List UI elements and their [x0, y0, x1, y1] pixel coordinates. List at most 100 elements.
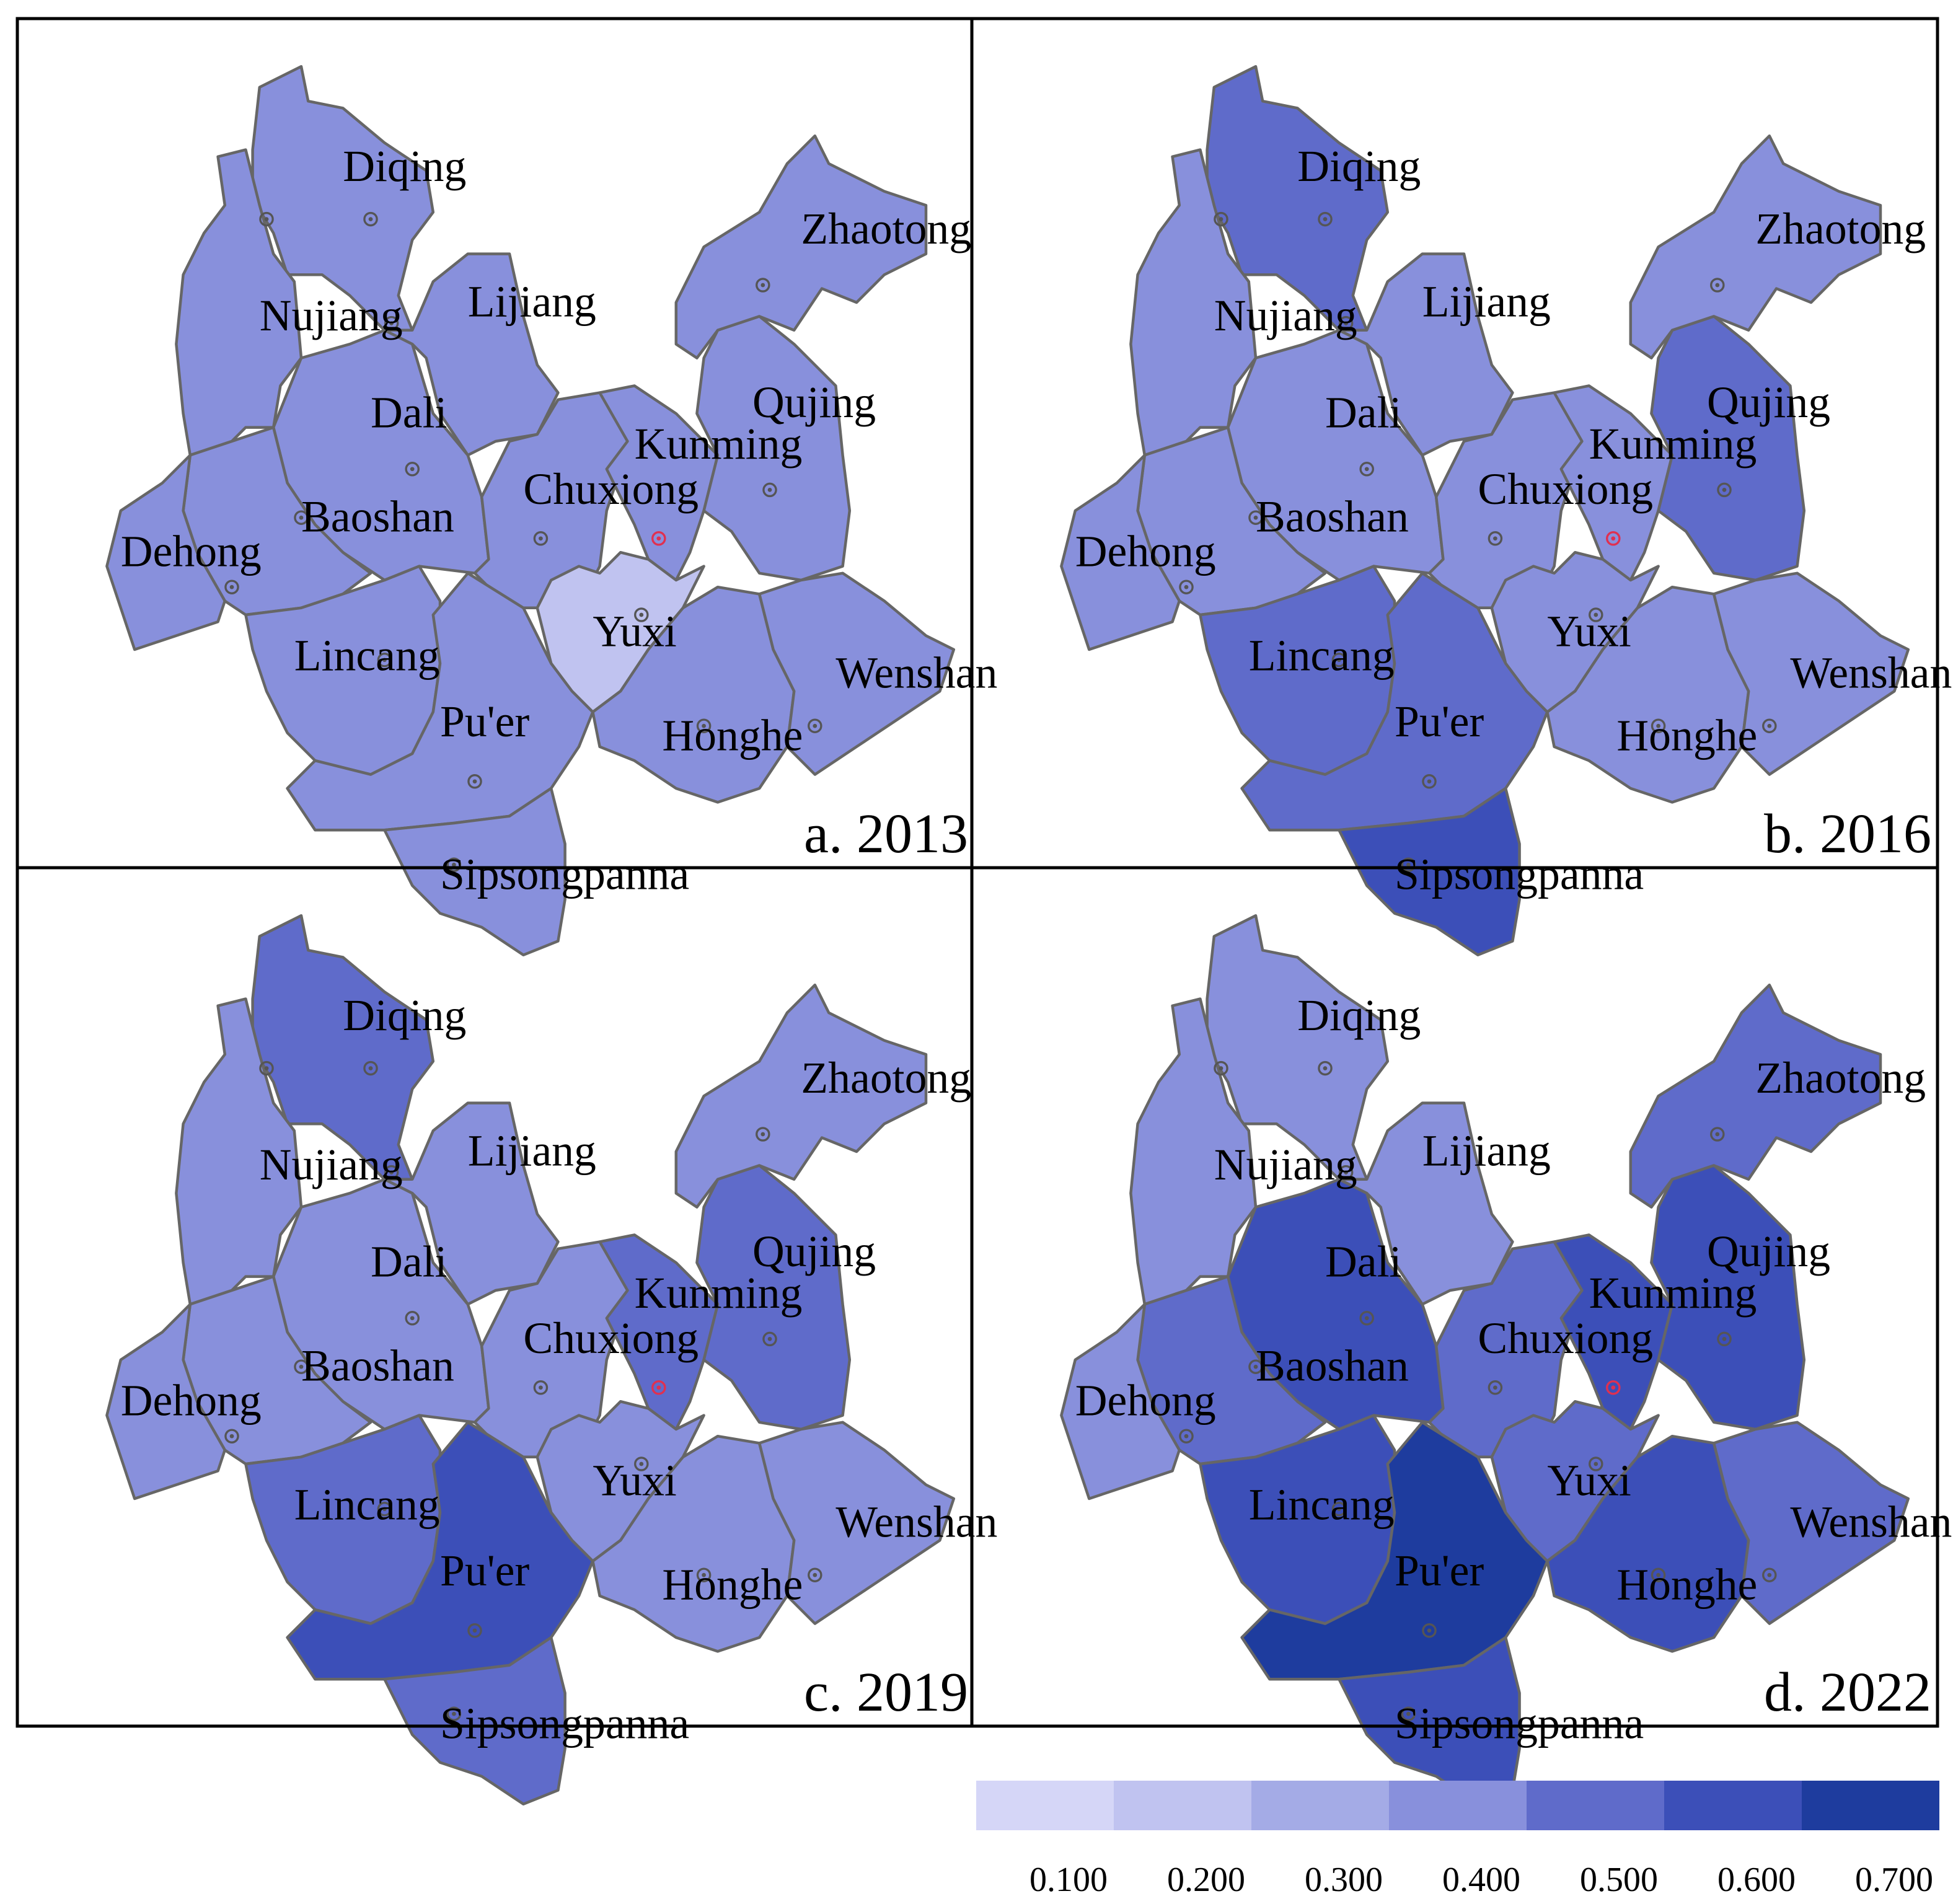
city-marker-icon — [756, 278, 770, 293]
legend-swatch-5 — [1527, 1781, 1664, 1830]
map-panels: Diqing Nujiang Lijiang Dali Baoshan Dehong Lin… — [105, 64, 1952, 1806]
city-marker-icon — [1331, 653, 1347, 668]
city-marker-icon — [696, 718, 712, 733]
city-marker-dot-icon — [1722, 1337, 1727, 1341]
region-label-baoshan: Baoshan — [301, 1341, 454, 1391]
city-marker-icon — [634, 607, 649, 622]
city-marker-icon — [405, 462, 420, 477]
city-marker-icon — [1248, 510, 1263, 525]
region-label-kunming: Kunming — [635, 419, 803, 469]
city-marker-dot-icon — [702, 1572, 706, 1577]
city-marker-icon — [1651, 1567, 1666, 1582]
city-marker-icon — [377, 653, 392, 668]
city-marker-icon — [1422, 1623, 1437, 1638]
city-marker-dot-icon — [382, 1507, 387, 1512]
city-marker-dot-icon — [1715, 283, 1720, 288]
city-marker-dot-icon — [1364, 1316, 1369, 1321]
city-marker-icon — [446, 857, 462, 872]
region-label-honghe: Honghe — [1616, 710, 1757, 760]
region-diqing — [1206, 914, 1390, 1181]
city-marker-icon — [363, 211, 378, 227]
region-label-diqing: Diqing — [343, 990, 466, 1040]
region-label-dali: Dali — [1325, 1237, 1401, 1287]
city-marker-dot-icon — [767, 488, 772, 492]
city-marker-dot-icon — [767, 1337, 772, 1341]
city-marker-dot-icon — [760, 283, 765, 288]
city-marker-dot-icon — [1715, 1132, 1720, 1137]
city-marker-dot-icon — [1406, 862, 1411, 867]
city-marker-dot-icon — [656, 536, 661, 541]
city-marker-icon — [1422, 774, 1437, 789]
panel-frames — [15, 17, 1939, 1728]
region-dehong — [1060, 1303, 1181, 1501]
legend-swatch-1 — [976, 1781, 1114, 1830]
city-marker-dot-icon — [368, 217, 373, 221]
city-marker-icon — [762, 1331, 777, 1347]
region-lijiang — [383, 1101, 560, 1306]
region-label-lincang: Lincang — [1249, 1480, 1395, 1530]
region-label-chuxiong: Chuxiong — [523, 464, 699, 514]
city-marker-dot-icon — [813, 1572, 818, 1577]
city-marker-icon — [1651, 718, 1666, 733]
capital-marker-icon — [651, 1380, 666, 1395]
city-marker-dot-icon — [1219, 1066, 1223, 1070]
city-marker-icon — [1401, 857, 1416, 872]
city-marker-dot-icon — [1364, 467, 1369, 472]
city-marker-dot-icon — [813, 723, 818, 728]
region-diqing — [251, 914, 435, 1181]
city-marker-icon — [1762, 718, 1777, 733]
panel-label: b. 2016 — [1764, 803, 1931, 865]
region-label-zhaotong: Zhaotong — [801, 204, 971, 253]
capital-marker-icon — [651, 531, 666, 546]
city-marker-icon — [1338, 1165, 1354, 1180]
city-marker-icon — [1179, 1429, 1194, 1443]
legend-swatch-2 — [1114, 1781, 1251, 1830]
city-marker-dot-icon — [1427, 1628, 1432, 1633]
map-panel-4: Diqing Nujiang Lijiang Dali Baoshan Dehong Lin… — [1060, 914, 1952, 1806]
region-label-baoshan: Baoshan — [301, 492, 454, 542]
region-nujiang — [1129, 148, 1258, 457]
city-marker-icon — [1179, 580, 1194, 594]
region-label-zhaotong: Zhaotong — [1755, 204, 1926, 253]
region-label-chuxiong: Chuxiong — [1478, 464, 1653, 514]
city-marker-dot-icon — [539, 1385, 543, 1390]
city-marker-icon — [1589, 607, 1603, 622]
city-marker-dot-icon — [1611, 1385, 1616, 1390]
legend-swatch-7 — [1802, 1781, 1939, 1830]
city-marker-dot-icon — [1656, 1572, 1660, 1577]
city-marker-icon — [1762, 1567, 1777, 1582]
region-lijiang — [1338, 1101, 1514, 1306]
region-label-dehong: Dehong — [1075, 527, 1216, 576]
city-marker-icon — [533, 1380, 549, 1395]
legend-tick-label: 0.100 — [1029, 1861, 1108, 1899]
region-label-pu-er: Pu'er — [440, 697, 529, 746]
city-marker-icon — [259, 211, 274, 227]
city-marker-icon — [634, 1457, 649, 1471]
city-marker-dot-icon — [1406, 1711, 1411, 1716]
city-marker-icon — [384, 315, 399, 331]
city-marker-dot-icon — [539, 536, 543, 541]
city-marker-dot-icon — [1493, 536, 1497, 541]
region-label-diqing: Diqing — [343, 141, 466, 191]
panel-frame-4 — [970, 866, 1939, 1728]
legend-swatch-4 — [1389, 1781, 1527, 1830]
city-marker-icon — [294, 1359, 309, 1374]
city-marker-dot-icon — [472, 1628, 477, 1633]
region-label-sipsongpanna: Sipsongpanna — [1395, 849, 1644, 899]
city-marker-dot-icon — [1427, 779, 1432, 784]
region-label-sipsongpanna: Sipsongpanna — [440, 849, 689, 899]
city-marker-dot-icon — [1323, 217, 1328, 221]
region-label-zhaotong: Zhaotong — [801, 1053, 971, 1103]
region-label-baoshan: Baoshan — [1256, 1341, 1409, 1391]
capital-marker-icon — [1606, 1380, 1621, 1395]
city-marker-icon — [384, 1165, 399, 1180]
region-zhaotong — [1629, 983, 1882, 1209]
region-nujiang — [175, 148, 303, 457]
city-marker-icon — [1717, 482, 1732, 498]
city-marker-dot-icon — [1594, 1461, 1598, 1466]
region-zhaotong — [1629, 134, 1882, 359]
city-marker-icon — [1710, 1127, 1725, 1142]
city-marker-dot-icon — [1344, 321, 1348, 325]
city-marker-dot-icon — [1767, 1572, 1772, 1577]
city-marker-icon — [467, 1623, 482, 1638]
